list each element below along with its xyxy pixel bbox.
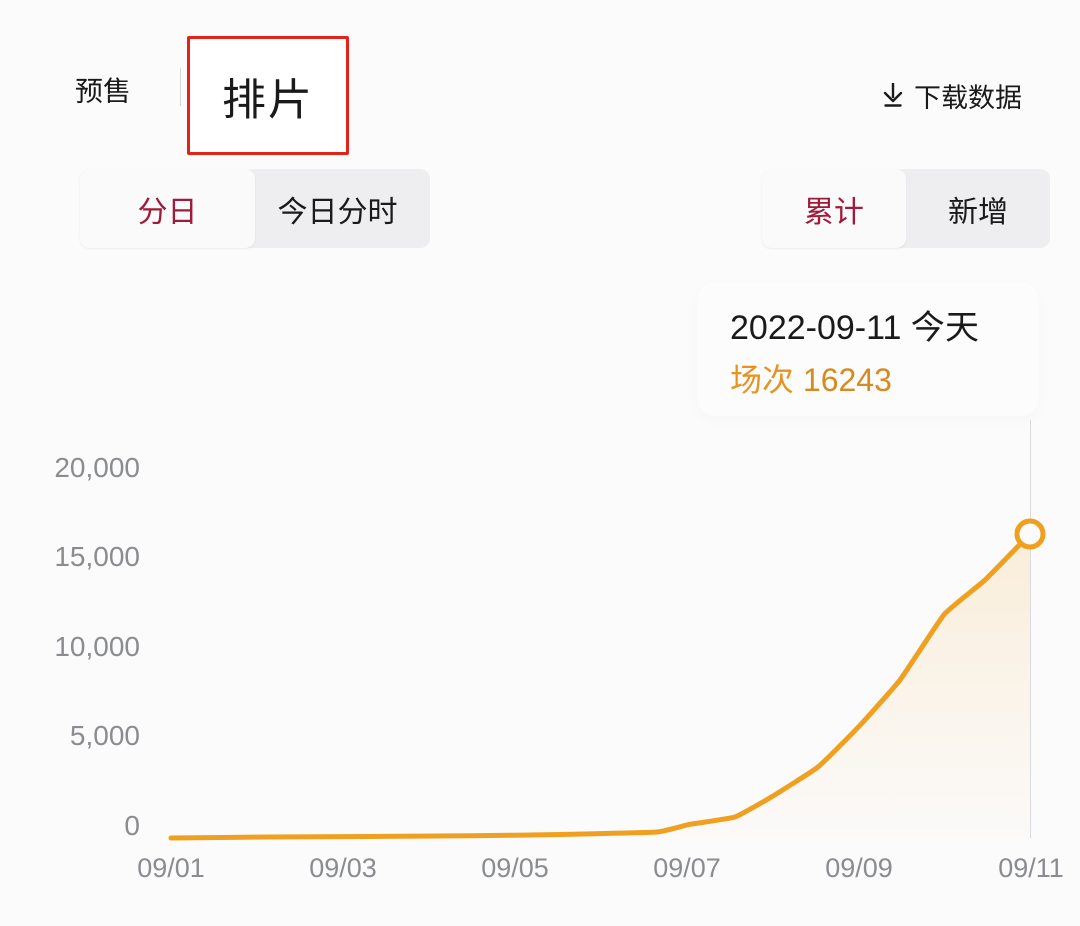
svg-text:09/07: 09/07 [653,853,721,883]
svg-text:09/11: 09/11 [998,853,1064,883]
svg-text:15,000: 15,000 [54,541,140,572]
svg-text:20,000: 20,000 [54,452,140,483]
svg-text:09/09: 09/09 [825,853,893,883]
svg-text:09/03: 09/03 [309,853,377,883]
svg-text:10,000: 10,000 [54,631,140,662]
svg-text:5,000: 5,000 [70,720,140,751]
svg-text:09/05: 09/05 [481,853,549,883]
svg-text:0: 0 [124,810,140,841]
svg-text:09/01: 09/01 [137,853,205,883]
